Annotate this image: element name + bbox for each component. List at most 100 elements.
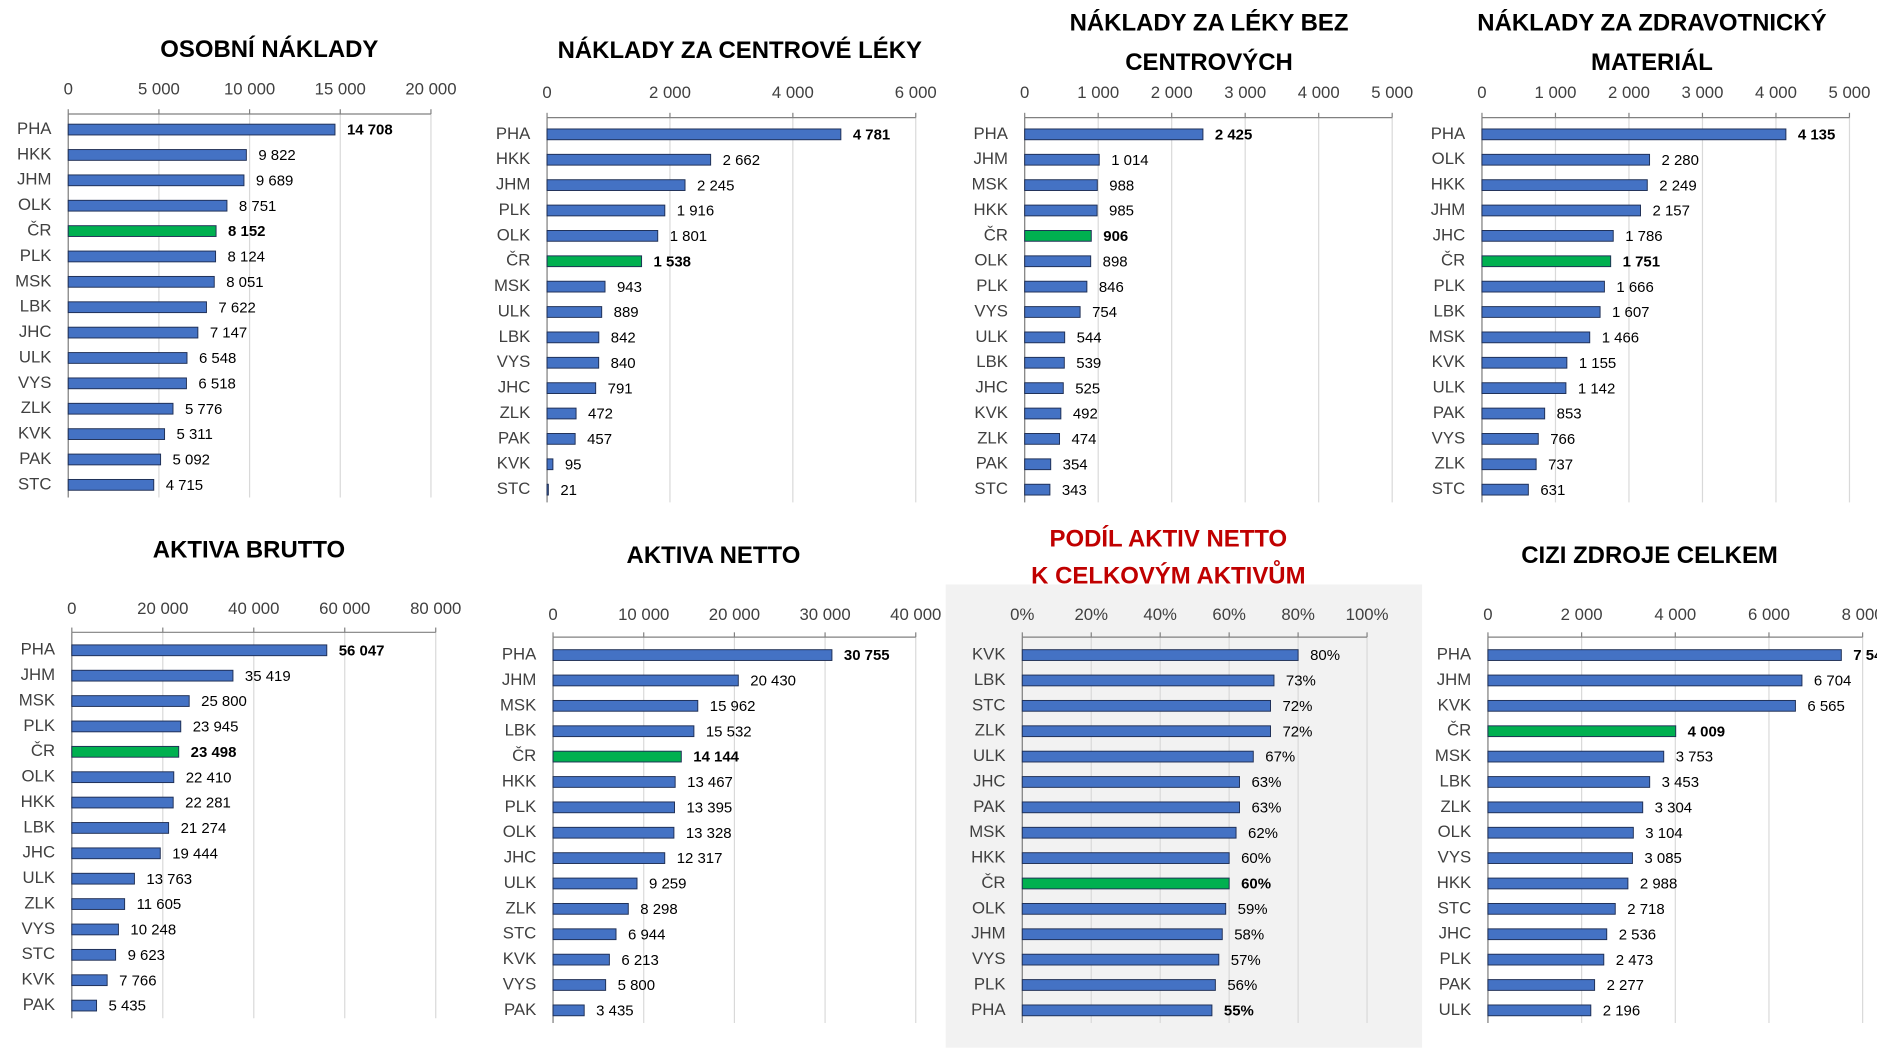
bar: [552, 953, 610, 966]
category-label: ČR: [27, 220, 51, 239]
x-tick-label: 2 000: [1561, 605, 1603, 624]
category-label: HKK: [496, 149, 530, 168]
x-tick-label: 60 000: [319, 599, 370, 618]
bar: [67, 275, 215, 288]
category-label: JHM: [502, 670, 536, 689]
chart-title: MATERIÁL: [1591, 48, 1713, 76]
category-label: VYS: [22, 919, 56, 938]
bar: [71, 898, 126, 910]
x-tick-label: 40 000: [228, 599, 279, 618]
x-tick-label: 0: [542, 83, 551, 102]
category-label: OLK: [503, 822, 537, 841]
bar: [1481, 255, 1612, 268]
bar: [67, 123, 336, 136]
category-label: JHM: [496, 175, 530, 194]
bar: [67, 301, 207, 314]
value-label: 754: [1092, 304, 1117, 321]
category-label: PHA: [21, 640, 56, 659]
bar: [1487, 826, 1634, 839]
category-label: PAK: [498, 428, 530, 447]
chart-title: OSOBNÍ NÁKLADY: [160, 35, 378, 63]
bar: [552, 725, 695, 738]
bar: [552, 979, 607, 991]
x-tick-label: 1 000: [1535, 83, 1577, 102]
bar: [67, 326, 199, 339]
category-label: PAK: [19, 449, 51, 468]
value-label: 21 274: [181, 820, 227, 837]
category-label: VYS: [974, 301, 1008, 320]
value-label: 988: [1109, 177, 1134, 194]
bar: [71, 796, 174, 809]
bar: [546, 153, 712, 166]
category-label: PLK: [976, 276, 1008, 295]
x-tick-label: 0%: [1010, 605, 1034, 624]
value-label: 1 607: [1612, 304, 1649, 321]
value-label: 73%: [1286, 673, 1316, 690]
bar: [546, 407, 577, 420]
chart-title: K CELKOVÝM AKTIVŮM: [1031, 560, 1305, 590]
bar: [71, 923, 119, 936]
bar: [552, 674, 739, 687]
bar: [67, 402, 174, 415]
category-label: JHC: [19, 322, 52, 341]
bar: [1024, 407, 1062, 420]
bar: [552, 1004, 585, 1017]
value-label: 14 144: [693, 749, 739, 766]
value-label: 2 988: [1640, 876, 1677, 893]
value-label: 3 304: [1655, 799, 1692, 816]
category-label: ČR: [1447, 721, 1471, 740]
value-label: 1 142: [1578, 380, 1615, 397]
value-label: 2 249: [1659, 177, 1696, 194]
value-label: 2 280: [1662, 152, 1699, 169]
category-label: JHM: [1437, 670, 1471, 689]
value-label: 14 708: [347, 122, 393, 139]
category-label: LBK: [974, 670, 1006, 689]
category-label: ČR: [984, 225, 1008, 244]
value-label: 22 410: [186, 769, 232, 786]
bar: [1024, 483, 1051, 496]
value-label: 7 622: [218, 299, 255, 316]
category-label: PLK: [1440, 949, 1472, 968]
bar: [1487, 979, 1596, 991]
chart-title: CENTROVÝCH: [1125, 48, 1293, 76]
bar: [1481, 280, 1605, 293]
x-tick-label: 10 000: [618, 605, 669, 624]
value-label: 2 245: [697, 177, 734, 194]
value-label: 3 453: [1662, 774, 1699, 791]
value-label: 5 776: [185, 401, 222, 418]
value-label: 5 092: [173, 452, 210, 469]
bar: [71, 948, 117, 961]
category-label: PHA: [971, 1000, 1006, 1019]
value-label: 1 666: [1616, 279, 1653, 296]
value-label: 3 104: [1645, 825, 1682, 842]
category-label: STC: [1438, 898, 1472, 917]
value-label: 8 298: [640, 901, 677, 918]
value-label: 2 473: [1616, 952, 1653, 969]
bar: [1487, 801, 1644, 814]
value-label: 59%: [1238, 901, 1268, 918]
category-label: KVK: [1432, 352, 1466, 371]
bar: [1481, 382, 1567, 394]
value-label: 3 753: [1676, 749, 1713, 766]
bar: [1024, 204, 1098, 217]
bar: [552, 902, 629, 915]
bar: [1481, 458, 1537, 471]
bar: [67, 478, 155, 491]
category-label: PAK: [973, 797, 1005, 816]
bar: [1481, 153, 1651, 166]
bar: [1021, 1004, 1213, 1017]
value-label: 2 662: [723, 152, 760, 169]
value-label: 8 751: [239, 198, 276, 215]
value-label: 9 623: [128, 947, 165, 964]
bar: [1024, 331, 1066, 344]
value-label: 8 051: [226, 274, 263, 291]
category-label: PHA: [973, 124, 1008, 143]
category-label: VYS: [1432, 428, 1466, 447]
x-tick-label: 0: [64, 79, 73, 98]
x-tick-label: 60%: [1212, 605, 1246, 624]
category-label: HKK: [973, 200, 1007, 219]
value-label: 9 259: [649, 876, 686, 893]
bar: [71, 822, 170, 834]
bar: [1024, 382, 1064, 394]
value-label: 6 704: [1814, 673, 1851, 690]
